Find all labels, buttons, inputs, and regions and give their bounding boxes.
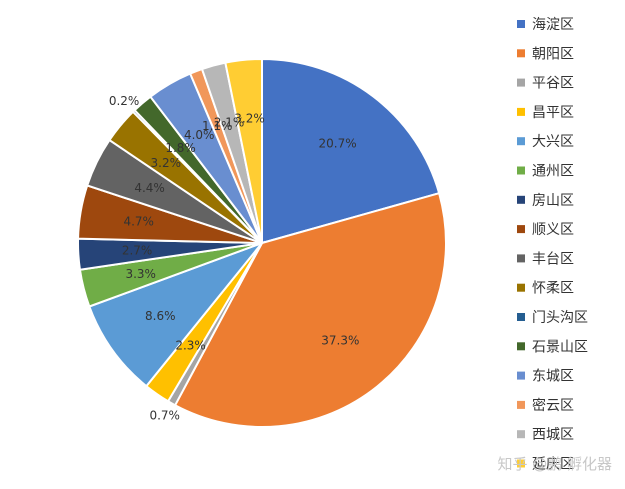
legend-swatch	[517, 371, 525, 380]
data-label: 2.3%	[175, 339, 206, 353]
data-label: 37.3%	[321, 334, 359, 348]
legend-swatch	[517, 459, 525, 468]
data-label: 3.2%	[234, 112, 265, 126]
legend-label: 朝阳区	[532, 46, 574, 62]
legend-swatch	[517, 78, 525, 87]
pie-slices	[77, 57, 447, 428]
legend-label: 海淀区	[532, 17, 574, 33]
legend-label: 通州区	[532, 164, 574, 180]
legend-label: 延庆区	[532, 457, 574, 473]
pie-slice	[261, 57, 441, 245]
legend: 海淀区朝阳区平谷区昌平区大兴区通州区房山区顺义区丰台区怀柔区门头沟区石景山区东城…	[517, 17, 588, 473]
data-label: 20.7%	[319, 136, 357, 150]
legend-swatch	[517, 430, 525, 439]
data-label: 4.4%	[134, 181, 165, 195]
data-label: 3.2%	[151, 156, 182, 170]
legend-label: 大兴区	[532, 134, 574, 150]
legend-label: 丰台区	[532, 251, 574, 267]
data-label: 0.2%	[109, 94, 140, 108]
data-label: 2.1%	[214, 115, 245, 129]
legend-label: 房山区	[532, 193, 574, 209]
legend-label: 西城区	[532, 427, 574, 443]
legend-label: 平谷区	[532, 76, 574, 92]
pie-data-labels: 20.7% 37.3% 0.7% 2.3% 8.6% 3.3% 2.7% 4.7% 4.4% 3.…	[109, 94, 360, 422]
legend-swatch	[517, 137, 525, 146]
data-label: 4.7%	[123, 215, 154, 229]
watermark-text: 知乎 @鹏 孵化器	[497, 455, 612, 473]
legend-label: 门头沟区	[532, 310, 588, 326]
data-label: 8.6%	[145, 309, 176, 323]
legend-swatch	[517, 20, 525, 28]
legend-swatch	[517, 313, 525, 321]
legend-label: 东城区	[532, 369, 574, 385]
pie-slice	[173, 191, 447, 428]
legend-label: 顺义区	[532, 222, 574, 238]
data-label: 4.0%	[184, 128, 215, 142]
legend-label: 昌平区	[532, 105, 574, 121]
data-label: 1.1%	[202, 119, 233, 133]
pie-slice	[88, 240, 266, 388]
legend-swatch	[517, 166, 525, 175]
data-label: 1.8%	[165, 141, 196, 155]
legend-swatch	[517, 342, 525, 351]
data-label: 3.3%	[125, 267, 156, 281]
data-label: 2.7%	[122, 244, 153, 258]
legend-swatch	[517, 195, 525, 204]
legend-swatch	[517, 107, 525, 116]
legend-swatch	[517, 49, 525, 58]
pie-slice	[224, 57, 263, 244]
legend-swatch	[517, 283, 525, 292]
legend-swatch	[517, 400, 525, 409]
legend-label: 怀柔区	[532, 281, 574, 297]
legend-label: 石景山区	[532, 339, 588, 355]
data-label: 0.7%	[149, 408, 180, 422]
legend-swatch	[517, 225, 525, 234]
legend-swatch	[517, 254, 525, 263]
legend-label: 密云区	[532, 397, 574, 414]
